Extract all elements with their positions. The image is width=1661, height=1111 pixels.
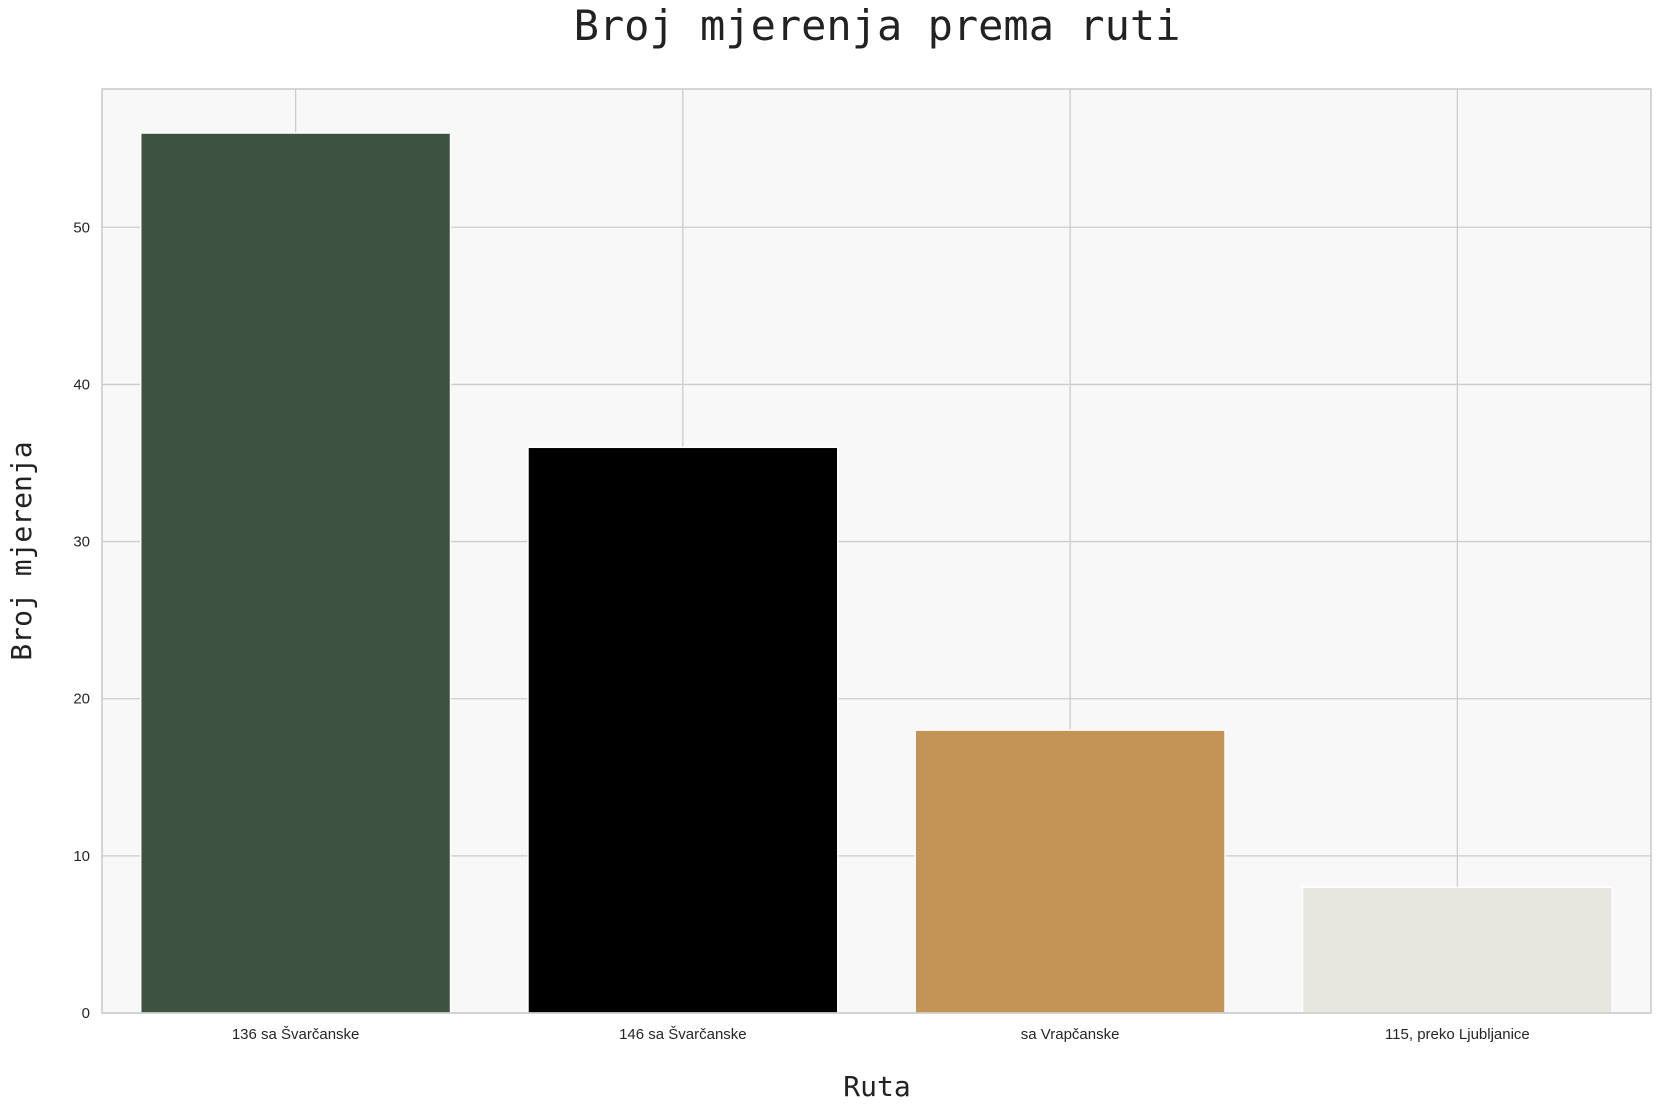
plot-frame <box>101 88 1652 1014</box>
x-tick-label: 146 sa Švarčanske <box>619 1026 747 1043</box>
y-axis-label: Broj mjerenja <box>5 441 38 660</box>
x-axis-label: Ruta <box>843 1070 910 1103</box>
y-tick-label: 50 <box>73 219 90 236</box>
chart-title: Broj mjerenja prema ruti <box>574 1 1181 50</box>
y-tick-label: 40 <box>73 376 90 393</box>
y-axis-ticks: 0 10 20 30 40 50 <box>73 219 90 1022</box>
bars <box>139 132 1614 1014</box>
x-tick-label: 115, preko Ljubljanice <box>1385 1026 1530 1043</box>
x-axis-ticks: 136 sa Švarčanske 146 sa Švarčanske sa Vra… <box>232 1026 1530 1043</box>
bar <box>527 446 839 1014</box>
x-tick-label: sa Vrapčanske <box>1021 1026 1120 1043</box>
bar <box>914 729 1226 1014</box>
y-tick-label: 20 <box>73 691 90 708</box>
x-tick-label: 136 sa Švarčanske <box>232 1026 360 1043</box>
y-tick-label: 30 <box>73 534 90 551</box>
y-tick-label: 0 <box>82 1005 90 1022</box>
bar <box>1301 886 1614 1014</box>
y-tick-label: 10 <box>73 848 90 865</box>
bar <box>139 132 452 1014</box>
